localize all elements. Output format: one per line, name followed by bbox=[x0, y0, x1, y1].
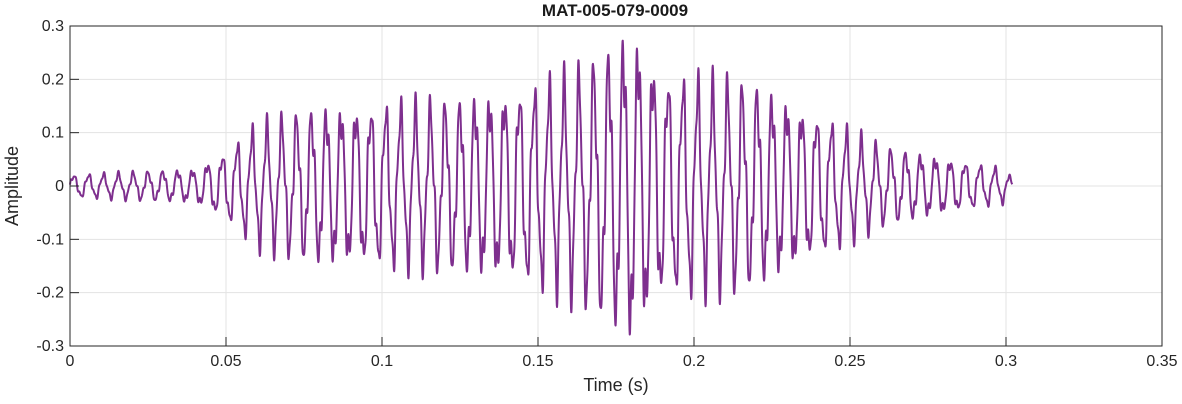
y-tick-label: -0.3 bbox=[36, 338, 64, 355]
y-axis-label: Amplitude bbox=[2, 146, 22, 226]
x-axis-label: Time (s) bbox=[583, 375, 648, 395]
chart-title: MAT-005-079-0009 bbox=[542, 1, 688, 20]
x-axis-ticks: 0 0.05 0.1 0.15 0.2 0.25 0.3 0.35 bbox=[66, 337, 1178, 370]
x-tick-label: 0.35 bbox=[1146, 353, 1177, 370]
amplitude-series-line bbox=[69, 39, 1014, 336]
x-tick-label: 0.1 bbox=[371, 353, 393, 370]
x-tick-label: 0.15 bbox=[522, 353, 553, 370]
waveform-trace bbox=[69, 39, 1014, 336]
y-tick-label: 0.3 bbox=[42, 18, 64, 35]
y-tick-label: -0.2 bbox=[36, 285, 64, 302]
x-tick-label: 0.05 bbox=[210, 353, 241, 370]
y-tick-label: 0 bbox=[55, 178, 64, 195]
y-tick-label: 0.1 bbox=[42, 125, 64, 142]
y-tick-label: -0.1 bbox=[36, 231, 64, 248]
x-tick-label: 0.2 bbox=[683, 353, 705, 370]
x-tick-label: 0.25 bbox=[834, 353, 865, 370]
y-tick-label: 0.2 bbox=[42, 71, 64, 88]
x-tick-label: 0 bbox=[66, 353, 75, 370]
y-axis-ticks: -0.3 -0.2 -0.1 0 0.1 0.2 0.3 bbox=[36, 18, 79, 355]
grid-lines bbox=[69, 25, 1163, 347]
x-tick-label: 0.3 bbox=[995, 353, 1017, 370]
